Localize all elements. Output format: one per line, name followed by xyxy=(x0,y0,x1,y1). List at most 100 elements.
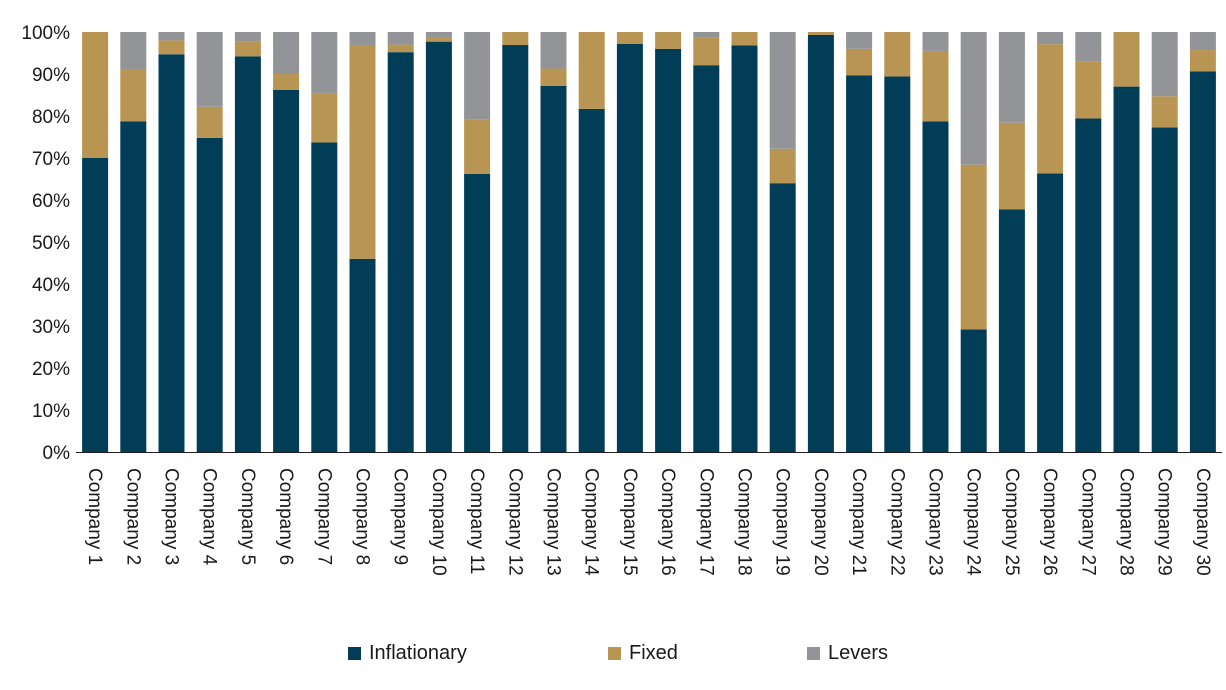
bar-stack xyxy=(120,32,147,453)
y-tick-label: 50% xyxy=(32,233,70,254)
bar-segment-fixed xyxy=(1113,32,1140,87)
bar-stack xyxy=(1151,32,1178,452)
bar-segment-inflationary xyxy=(1037,173,1064,453)
bar-stack xyxy=(807,32,834,452)
bar-stack xyxy=(349,32,376,452)
bar-segment-inflationary xyxy=(82,158,109,452)
x-tick-label: Company 19 xyxy=(772,468,793,576)
legend-item-levers: Levers xyxy=(807,642,888,665)
bar-stack xyxy=(540,32,567,452)
legend-item-inflationary: Inflationary xyxy=(348,642,467,665)
x-tick-label: Company 20 xyxy=(810,468,831,576)
x-tick-label: Company 12 xyxy=(504,468,525,576)
y-tick-label: 30% xyxy=(32,317,70,338)
bar-stack xyxy=(234,32,261,453)
y-tick-label: 20% xyxy=(32,359,70,380)
bar-segment-levers xyxy=(158,32,185,41)
x-tick-label: Company 21 xyxy=(848,468,869,576)
x-tick-label: Company 9 xyxy=(390,468,411,565)
x-tick-label: Company 1 xyxy=(84,468,105,565)
bar-stack xyxy=(425,32,452,452)
x-tick-label: Company 6 xyxy=(275,468,296,565)
bar-segment-levers xyxy=(464,32,491,120)
bar-stack xyxy=(387,32,414,452)
bar-stack xyxy=(273,32,300,453)
x-tick-label: Company 13 xyxy=(543,468,564,576)
bar-stack xyxy=(769,32,796,452)
x-tick-label: Company 10 xyxy=(428,468,449,576)
bar-segment-inflationary xyxy=(846,75,873,452)
x-tick-label: Company 18 xyxy=(734,468,755,576)
bar-segment-levers xyxy=(1189,32,1216,51)
bar-segment-inflationary xyxy=(273,89,300,453)
legend-item-fixed: Fixed xyxy=(608,642,678,665)
bar-segment-fixed xyxy=(578,32,605,109)
bar-stack xyxy=(1113,32,1140,452)
bar-stack xyxy=(578,32,605,453)
bar-stack xyxy=(82,32,109,452)
x-tick-label: Company 22 xyxy=(886,468,907,576)
bar-segment-levers xyxy=(349,32,376,46)
bar-segment-inflationary xyxy=(998,209,1025,452)
bar-segment-levers xyxy=(1151,32,1178,97)
bar-segment-fixed xyxy=(616,32,643,44)
bar-segment-inflationary xyxy=(196,137,223,452)
bar-stack xyxy=(464,32,491,452)
bar-segment-fixed xyxy=(540,68,567,86)
x-tick-label: Company 11 xyxy=(466,468,487,574)
bar-segment-fixed xyxy=(769,148,796,184)
bar-stack xyxy=(960,32,987,452)
x-tick-label: Company 25 xyxy=(1001,468,1022,576)
bar-segment-inflationary xyxy=(1075,118,1102,453)
bar-segment-levers xyxy=(1075,32,1102,62)
bar-segment-fixed xyxy=(655,32,682,49)
x-tick-label: Company 14 xyxy=(581,468,602,576)
bar-segment-fixed xyxy=(387,44,414,53)
x-tick-label: Company 28 xyxy=(1116,468,1137,576)
x-tick-label: Company 16 xyxy=(657,468,678,576)
bar-segment-levers xyxy=(273,32,300,74)
bar-segment-inflationary xyxy=(578,108,605,453)
bar-segment-inflationary xyxy=(464,173,491,452)
bar-segment-fixed xyxy=(349,45,376,259)
bar-segment-levers xyxy=(922,32,949,51)
bar-stack xyxy=(502,32,529,453)
bar-segment-inflationary xyxy=(731,45,758,452)
bar-segment-fixed xyxy=(998,122,1025,210)
bar-segment-fixed xyxy=(82,32,109,158)
x-tick-label: Company 5 xyxy=(237,468,258,565)
bar-stack xyxy=(922,32,949,453)
bar-segment-inflationary xyxy=(425,41,452,452)
y-tick-label: 40% xyxy=(32,275,70,296)
bar-segment-levers xyxy=(387,32,414,45)
bar-segment-fixed xyxy=(731,32,758,46)
bar-stack xyxy=(196,32,223,452)
bar-segment-levers xyxy=(846,32,873,49)
bar-segment-fixed xyxy=(846,48,873,76)
bar-segment-inflationary xyxy=(922,121,949,453)
legend-label-inflationary: Inflationary xyxy=(369,642,467,664)
x-tick-label: Company 17 xyxy=(695,468,716,576)
bar-segment-levers xyxy=(234,32,261,42)
bar-segment-fixed xyxy=(502,32,529,46)
bar-stack xyxy=(1189,32,1216,452)
x-tick-label: Company 3 xyxy=(161,468,182,565)
bar-segment-fixed xyxy=(273,74,300,90)
bar-stack xyxy=(693,32,720,453)
bar-segment-inflationary xyxy=(1113,86,1140,452)
bar-stack xyxy=(884,32,911,453)
x-tick-label: Company 26 xyxy=(1039,468,1060,576)
bar-segment-inflationary xyxy=(655,48,682,453)
bar-segment-levers xyxy=(120,32,147,69)
x-tick-label: Company 7 xyxy=(313,468,334,565)
bar-stack xyxy=(731,32,758,452)
bar-segment-levers xyxy=(1037,32,1064,45)
bar-segment-fixed xyxy=(922,50,949,122)
bar-segment-fixed xyxy=(960,164,987,330)
y-tick-label: 100% xyxy=(21,23,70,44)
bar-stack xyxy=(158,32,185,452)
bar-segment-levers xyxy=(311,32,338,93)
bar-segment-inflationary xyxy=(884,76,911,453)
bar-segment-levers xyxy=(769,32,796,149)
